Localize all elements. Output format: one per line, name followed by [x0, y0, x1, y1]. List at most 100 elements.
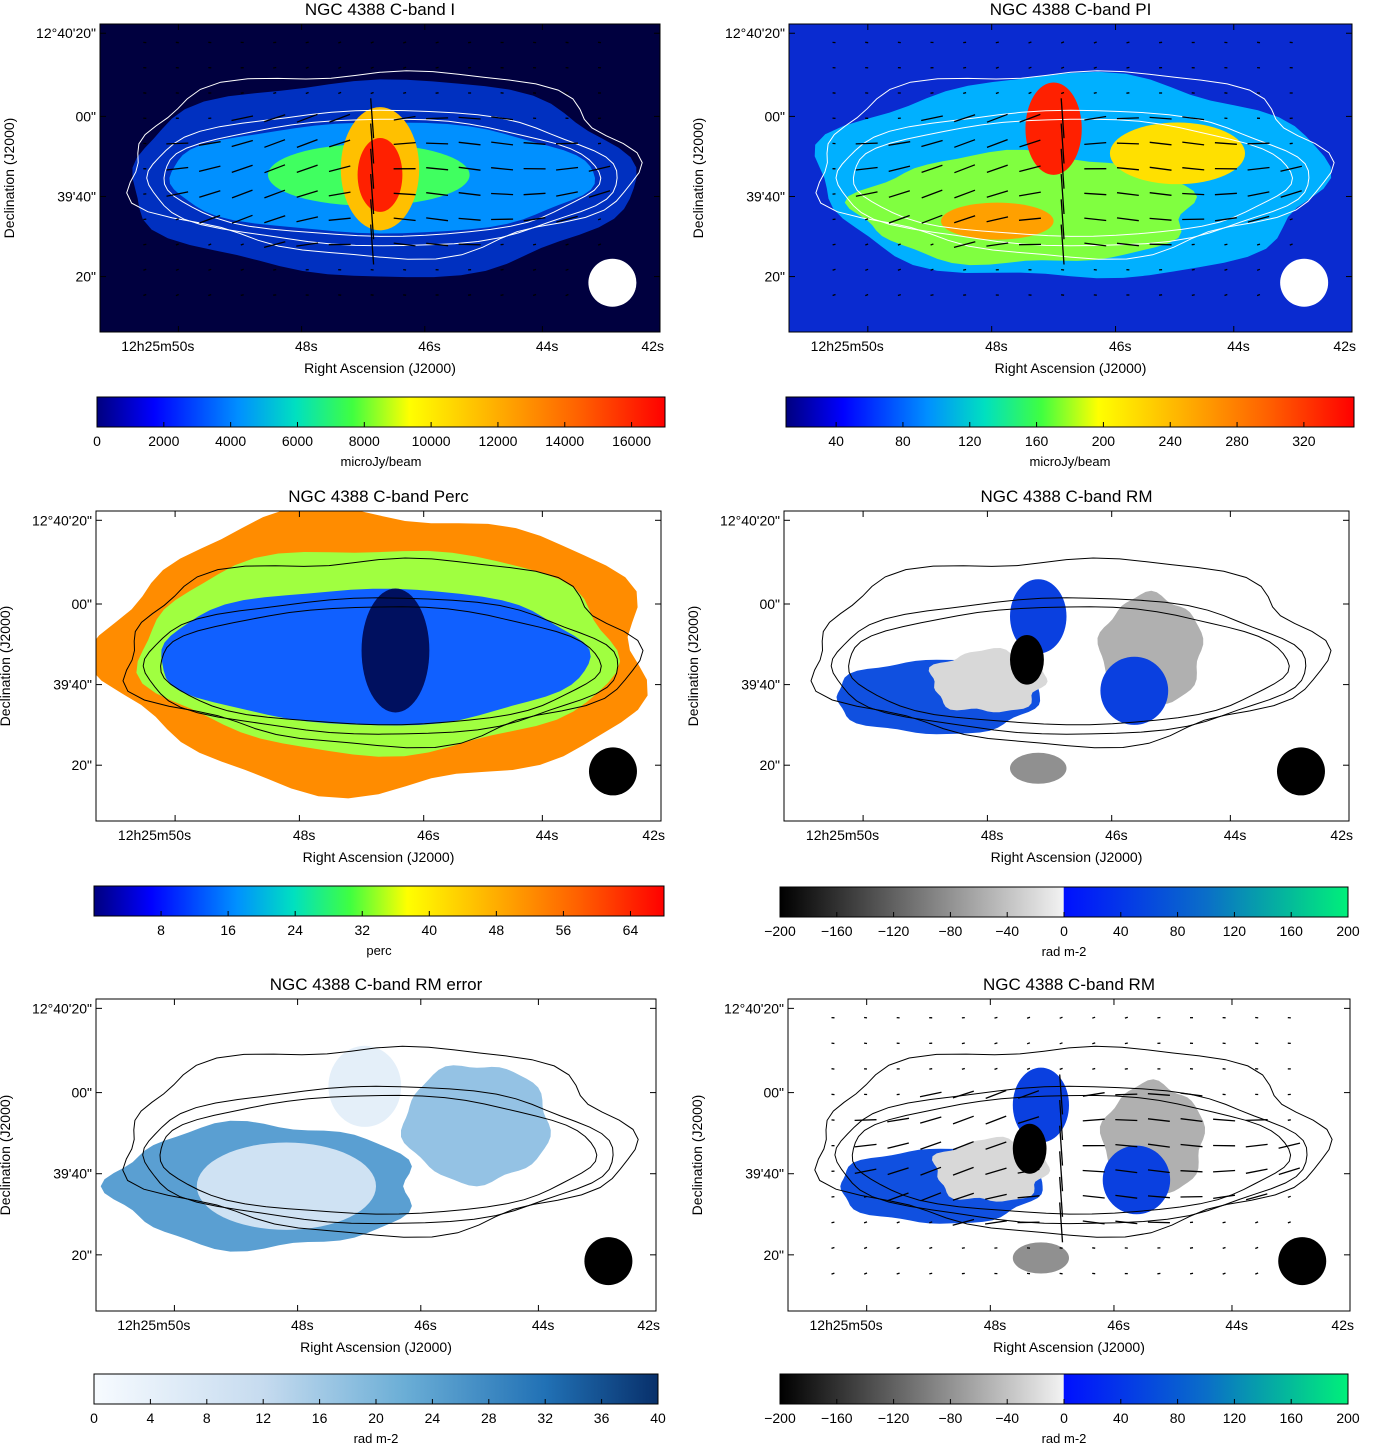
x-tick-label: 48s — [984, 1317, 1007, 1333]
rm-east-pos — [1102, 1145, 1171, 1215]
polarization-vector — [565, 268, 569, 271]
polarization-vector — [1147, 1118, 1170, 1122]
polarization-vector — [370, 123, 375, 164]
polarization-vector — [952, 1090, 975, 1099]
polarization-vector — [1115, 1118, 1138, 1122]
polarization-vector — [458, 141, 481, 146]
polarization-vector — [597, 243, 602, 246]
polarization-vector — [1116, 217, 1139, 222]
polarization-vector — [556, 191, 578, 197]
plot-frame — [95, 998, 657, 1312]
y-tick-label: 00" — [763, 1085, 784, 1101]
colorbar-tick-label: 14000 — [545, 433, 584, 449]
polarization-vector — [1028, 41, 1032, 44]
colorbar-gradient — [785, 396, 1355, 428]
colorbar-label: rad m-2 — [1042, 944, 1087, 959]
y-tick-label: 00" — [71, 1085, 92, 1101]
polarization-vector — [921, 214, 943, 224]
y-tick-label: 12°40'20" — [720, 512, 780, 528]
polarization-vector — [1147, 1093, 1170, 1096]
polarization-vector — [888, 214, 910, 224]
map-area — [96, 999, 656, 1311]
polarization-vector — [1287, 1221, 1291, 1224]
polarization-vector — [1028, 66, 1032, 69]
polarization-vector — [264, 164, 286, 174]
polarization-vector — [199, 190, 221, 198]
rmerr-east — [401, 1065, 551, 1187]
colorbar-tick-label: 80 — [1170, 1410, 1186, 1426]
x-tick-label: 46s — [417, 827, 440, 843]
x-tick-label: 12h25m50s — [117, 1317, 190, 1333]
polarization-vector — [854, 1119, 877, 1122]
polarization-vector — [1059, 1074, 1064, 1115]
panel-rm: NGC 4388 C-band RM 12h25m50s 48s 46s 44s 42s 1… — [685, 487, 1360, 959]
polarization-vector — [865, 293, 869, 297]
panel-title: NGC 4388 C-band RM — [983, 975, 1155, 994]
x-tick-label: 44s — [536, 827, 559, 843]
polarization-vector — [888, 165, 911, 173]
polarization-vector — [994, 1016, 998, 1019]
polarization-vector — [953, 241, 976, 249]
polarization-vector — [1019, 139, 1041, 148]
polarization-vector — [1092, 1016, 1096, 1019]
polarization-vector — [920, 1141, 942, 1150]
polarization-vector — [426, 117, 449, 120]
panel-title: NGC 4388 C-band RM error — [270, 975, 483, 994]
x-tick-label: 42s — [641, 338, 664, 354]
polarization-vector — [1222, 1272, 1226, 1275]
polarization-vector — [986, 113, 1008, 123]
vector-field — [832, 41, 1303, 297]
polarization-vector — [865, 243, 869, 246]
colorbar: 0 4 8 12 16 20 24 28 32 36 40 rad m-2 — [90, 1373, 666, 1446]
polarization-vector — [296, 164, 318, 174]
polarization-vector — [1060, 224, 1065, 265]
polarization-vector — [491, 192, 514, 196]
polarization-vector — [1147, 1195, 1170, 1199]
polarization-vector — [166, 166, 189, 171]
polarization-vector — [1116, 167, 1139, 171]
x-tick-label: 48s — [985, 338, 1008, 354]
polarization-vector — [597, 218, 602, 221]
polarization-vector — [370, 224, 375, 265]
polarization-vector — [1017, 1090, 1040, 1099]
polarization-vector — [865, 218, 869, 221]
polarization-vector — [240, 243, 244, 246]
polarization-vector — [1060, 98, 1065, 139]
colorbar-tick-label: 240 — [1159, 433, 1183, 449]
polarization-vector — [985, 1193, 1007, 1200]
polarization-vector — [296, 216, 319, 223]
polarization-vector — [1093, 66, 1097, 69]
contour-3 — [852, 118, 1294, 237]
x-tick-label: 48s — [293, 827, 316, 843]
contour-1 — [122, 557, 644, 749]
polarization-vector — [1149, 217, 1172, 221]
x-tick-label: 46s — [418, 338, 441, 354]
polarization-vector — [1247, 191, 1270, 197]
x-axis-label: Right Ascension (J2000) — [300, 1339, 452, 1355]
polarization-vector — [1060, 199, 1065, 240]
colorbar: 8 16 24 32 40 48 56 64 perc — [93, 885, 665, 958]
contour-2 — [830, 597, 1307, 735]
polarization-vector — [954, 189, 976, 199]
polarization-vector — [1060, 41, 1065, 44]
polarization-vector — [896, 1246, 900, 1250]
polarization-vector — [328, 165, 351, 173]
colorbar-tick-label: −40 — [995, 923, 1019, 939]
polarization-vector — [198, 165, 221, 173]
colorbar-tick-label: 280 — [1225, 433, 1249, 449]
map-area — [789, 24, 1352, 332]
polarization-vector — [523, 142, 546, 145]
polarization-vector — [1278, 1142, 1301, 1149]
contour-1 — [814, 1045, 1333, 1238]
colorbar-tick-label: −160 — [821, 1410, 853, 1426]
x-tick-label: 42s — [1333, 338, 1356, 354]
polarization-vector — [231, 214, 253, 224]
colorbar-tick-label: 12 — [255, 1410, 271, 1426]
vector-field — [143, 41, 611, 297]
colorbar-tick-label: 12000 — [478, 433, 517, 449]
colorbar-tick-label: 8000 — [349, 433, 380, 449]
polarization-vector — [1060, 148, 1065, 189]
plot-frame — [788, 23, 1353, 333]
polarization-vector — [532, 293, 537, 297]
